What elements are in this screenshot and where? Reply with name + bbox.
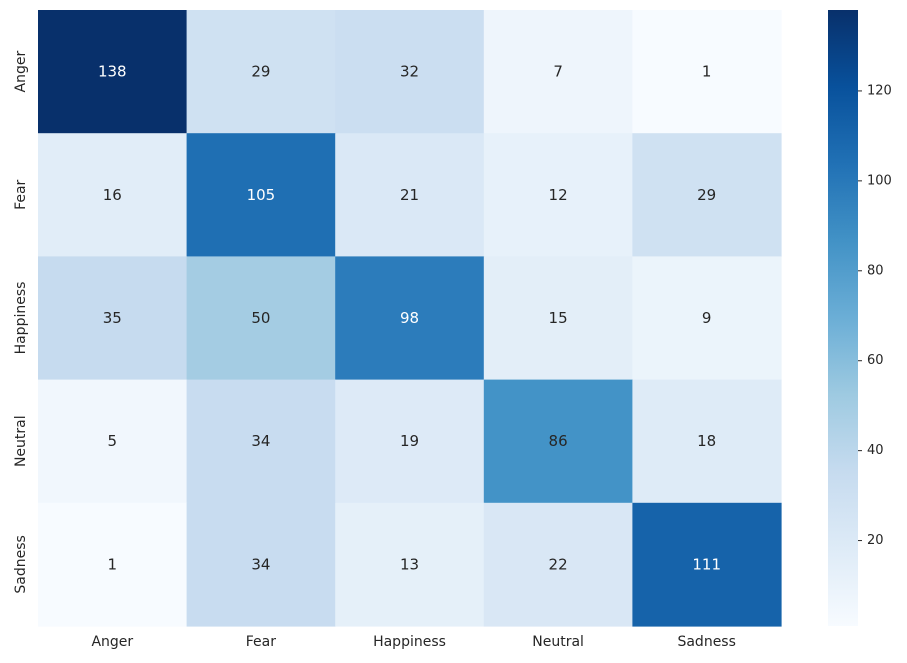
y-tick-label: Happiness: [13, 282, 29, 355]
heatmap-cell-value: 98: [400, 309, 419, 327]
heatmap-cell-value: 7: [553, 63, 563, 81]
heatmap-cell-value: 29: [251, 63, 270, 81]
heatmap-cell: [632, 502, 782, 627]
heatmap-cell-value: 29: [697, 186, 716, 204]
heatmap-cell-value: 111: [692, 555, 721, 573]
heatmap-cells: [38, 10, 782, 627]
heatmap-cell: [483, 133, 633, 257]
heatmap-cell-value: 18: [697, 432, 716, 450]
x-tick-label: Sadness: [677, 634, 735, 650]
heatmap-cell-value: 22: [549, 555, 568, 573]
y-tick-label: Fear: [13, 179, 29, 209]
x-tick-label: Happiness: [373, 634, 446, 650]
heatmap-cell: [186, 256, 336, 381]
colorbar-ticks: 20 40 60 80 100 120: [858, 83, 892, 548]
heatmap-cell: [335, 256, 485, 381]
heatmap-cell: [335, 379, 485, 504]
heatmap-cell: [38, 256, 188, 381]
x-axis-tick-labels: Anger Fear Happiness Neutral Sadness: [91, 634, 735, 650]
x-tick-label: Anger: [91, 634, 133, 650]
heatmap-cell-value: 15: [549, 309, 568, 327]
heatmap-cell: [38, 10, 188, 134]
y-tick-label: Anger: [13, 51, 29, 93]
heatmap-cell-value: 105: [247, 186, 276, 204]
heatmap-cell-value: 1: [108, 555, 118, 573]
heatmap-cell: [483, 502, 633, 627]
y-tick-label: Sadness: [13, 535, 29, 593]
heatmap-cell-value: 21: [400, 186, 419, 204]
colorbar-gradient: [828, 10, 858, 626]
heatmap-cell-value: 50: [251, 309, 270, 327]
heatmap-cell-value: 86: [549, 432, 568, 450]
heatmap-cell-value: 19: [400, 432, 419, 450]
heatmap-cell-value: 32: [400, 63, 419, 81]
heatmap-cell: [335, 133, 485, 257]
heatmap-cell: [335, 502, 485, 627]
heatmap-cell: [186, 133, 336, 257]
y-axis-tick-labels: Anger Fear Happiness Neutral Sadness: [13, 51, 29, 594]
heatmap-cell: [632, 256, 782, 381]
colorbar-tick-label: 40: [867, 443, 884, 458]
heatmap-cell: [335, 10, 485, 134]
heatmap-cell: [186, 502, 336, 627]
heatmap-cell: [186, 379, 336, 504]
heatmap-cell-value: 34: [251, 432, 270, 450]
heatmap-cell-value: 35: [103, 309, 122, 327]
colorbar-tick-label: 100: [867, 173, 892, 188]
heatmap-cell: [186, 10, 336, 134]
heatmap-cell: [483, 256, 633, 381]
heatmap-cell-value: 138: [98, 63, 127, 81]
heatmap-cell: [38, 379, 188, 504]
heatmap-cell-value: 9: [702, 309, 712, 327]
colorbar-tick-label: 20: [867, 533, 884, 548]
heatmap-cell-value: 34: [251, 555, 270, 573]
heatmap-cell-value: 16: [103, 186, 122, 204]
x-tick-label: Fear: [246, 634, 276, 650]
heatmap-cell: [38, 502, 188, 627]
y-tick-label: Neutral: [13, 415, 29, 467]
heatmap-cell: [483, 379, 633, 504]
colorbar-tick-label: 120: [867, 83, 892, 98]
colorbar: 20 40 60 80 100 120: [828, 10, 892, 626]
colorbar-tick-label: 60: [867, 353, 884, 368]
colorbar-tick-label: 80: [867, 263, 884, 278]
heatmap-cell: [38, 133, 188, 257]
heatmap-cell-value: 12: [549, 186, 568, 204]
heatmap-cell-value: 1: [702, 63, 712, 81]
heatmap-cell: [632, 133, 782, 257]
x-tick-label: Neutral: [532, 634, 584, 650]
heatmap-cell-value: 5: [108, 432, 118, 450]
heatmap-cell: [632, 10, 782, 134]
heatmap-cell: [483, 10, 633, 134]
heatmap-cell-value: 13: [400, 555, 419, 573]
heatmap-cell: [632, 379, 782, 504]
